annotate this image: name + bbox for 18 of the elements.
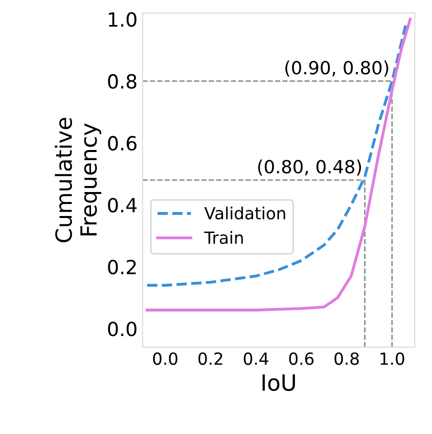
legend-label: Train — [204, 231, 243, 244]
x-tick-label: 0.2 — [198, 352, 222, 365]
x-tick-label: 0.0 — [153, 352, 178, 365]
y-tick-label: 0.6 — [108, 136, 136, 151]
y-tick-label: 0.2 — [108, 260, 136, 274]
y-tick-label: 0.0 — [108, 322, 136, 336]
x-axis-title: IoU — [262, 374, 295, 391]
x-tick-label: 0.4 — [244, 352, 268, 365]
annotation: (0.90, 0.80) — [285, 60, 388, 77]
annotation: (0.80, 0.48) — [258, 160, 362, 176]
x-tick-label: 0.8 — [334, 352, 359, 365]
x-tick-label: 1.0 — [380, 352, 404, 365]
y-axis-title: Cumulative Frequency — [54, 118, 102, 242]
y-tick-label: 0.8 — [108, 74, 136, 89]
x-tick-label: 0.6 — [289, 352, 314, 365]
y-tick-label: 1.0 — [108, 12, 136, 27]
legend-label: Validation — [204, 206, 286, 220]
y-tick-label: 0.4 — [108, 198, 137, 213]
